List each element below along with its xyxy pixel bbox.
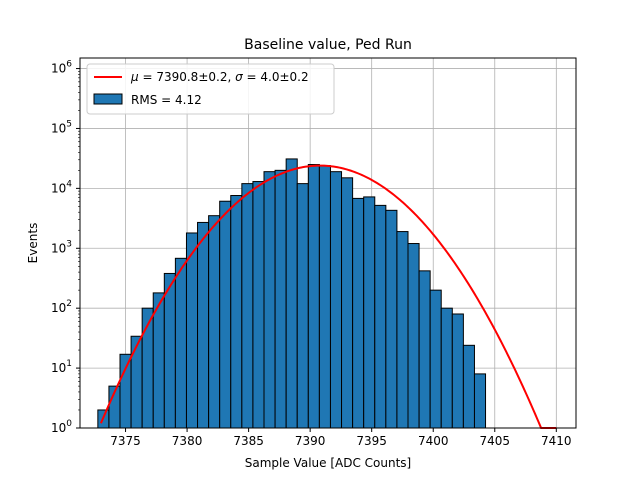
histogram-bar [241, 183, 254, 429]
histogram-bar [318, 165, 331, 429]
x-axis-ticks: 7375 7380 7385 7390 7395 7400 7405 7410 [110, 428, 572, 448]
legend-box [86, 63, 335, 115]
plot-frame [79, 57, 577, 429]
histogram-bar [407, 243, 420, 429]
y-tick-label: 102 [51, 299, 72, 315]
y-tick-label: 100 [51, 419, 72, 435]
histogram-bar [130, 335, 143, 429]
histogram-bar [473, 373, 487, 429]
histogram-bar [230, 195, 243, 429]
legend-mu-symbol: μ [130, 70, 139, 84]
x-axis-label: Sample Value [ADC Counts] [245, 456, 411, 470]
histogram-bar [341, 177, 354, 429]
histogram-bar [429, 289, 442, 429]
histogram-bar [219, 200, 232, 429]
histogram-bar [252, 181, 265, 429]
y-tick-label: 105 [51, 119, 72, 135]
x-tick-label: 7400 [418, 434, 449, 448]
y-axis-ticks: 100 101 102 103 104 105 106 [51, 60, 80, 435]
histogram-bar [329, 171, 343, 429]
chart-title: Baseline value, Ped Run [244, 37, 412, 53]
histogram-bar [119, 353, 132, 429]
histogram-bar [285, 158, 298, 429]
y-tick-label: 106 [51, 60, 72, 76]
histogram-bar [307, 164, 320, 429]
histogram-bar [296, 183, 309, 429]
legend-histogram-swatch [93, 93, 123, 105]
histogram-bar [385, 209, 398, 429]
x-tick-label: 7380 [172, 434, 203, 448]
histogram-bar [363, 196, 376, 429]
legend-histogram-label: RMS = 4.12 [131, 93, 202, 107]
histogram-bar [451, 313, 464, 429]
histogram-bar [462, 344, 475, 429]
legend-sigma-symbol: σ [235, 70, 243, 84]
histogram-bar [163, 272, 176, 429]
legend-sigma-value: = 4.0±0.2 [243, 70, 309, 84]
x-tick-label: 7385 [233, 434, 264, 448]
legend: μ = 7390.8±0.2, σ = 4.0±0.2 RMS = 4.12 [86, 63, 335, 115]
histogram-bar [418, 270, 431, 429]
histogram-bar [197, 221, 210, 429]
y-axis-label: Events [26, 223, 40, 264]
y-tick-label: 101 [51, 359, 72, 375]
legend-fit-label: μ = 7390.8±0.2, σ = 4.0±0.2 [130, 70, 309, 84]
histogram-bar [263, 171, 276, 429]
y-tick-label: 104 [51, 179, 72, 195]
histogram-bar [174, 257, 187, 429]
histogram-bar [185, 232, 199, 429]
x-tick-label: 7395 [356, 434, 387, 448]
histogram-bar [440, 307, 453, 429]
y-tick-label: 103 [51, 239, 72, 255]
histogram-bar [274, 169, 287, 429]
fit-curve [100, 164, 557, 429]
x-tick-label: 7390 [295, 434, 326, 448]
x-tick-label: 7410 [541, 434, 572, 448]
histogram-bar [352, 197, 365, 429]
histogram-bar [396, 231, 409, 429]
histogram-bar [208, 215, 221, 429]
x-tick-label: 7405 [479, 434, 510, 448]
legend-mu-value: = 7390.8±0.2, [139, 70, 235, 84]
x-tick-label: 7375 [110, 434, 141, 448]
histogram-bar [374, 204, 387, 429]
